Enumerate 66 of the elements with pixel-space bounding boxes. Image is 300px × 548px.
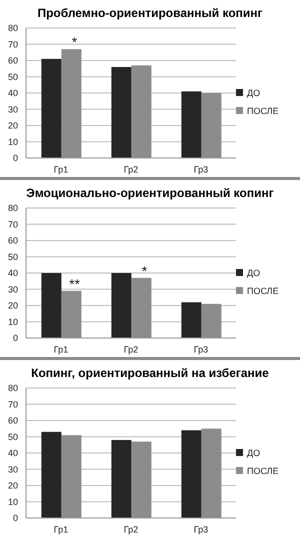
- y-tick-label: 60: [8, 56, 18, 66]
- y-tick-label: 80: [8, 23, 18, 34]
- x-tick-label: Гр1: [54, 524, 68, 534]
- bar: [111, 440, 132, 518]
- bar: [181, 302, 202, 338]
- x-tick-label: Гр2: [124, 344, 138, 354]
- y-tick-label: 0: [12, 153, 18, 164]
- y-tick-label: 30: [8, 464, 18, 474]
- chart-title: Копинг, ориентированный на избегание: [30, 365, 270, 382]
- bar: [181, 430, 202, 518]
- x-tick-label: Гр2: [124, 164, 138, 174]
- legend-label: ПОСЛЕ: [247, 466, 279, 476]
- x-tick-label: Гр1: [54, 164, 68, 174]
- x-tick-label: Гр1: [54, 344, 68, 354]
- y-tick-label: 30: [8, 284, 18, 294]
- bar: [181, 91, 202, 158]
- bar: [41, 58, 62, 158]
- y-tick-label: 60: [8, 416, 18, 426]
- bar: [61, 435, 82, 518]
- y-tick-label: 50: [8, 252, 18, 262]
- x-tick-label: Гр2: [124, 524, 138, 534]
- y-tick-label: 40: [8, 88, 18, 98]
- legend-label: ПОСЛЕ: [247, 106, 279, 116]
- y-tick-label: 80: [8, 203, 18, 214]
- y-tick-label: 10: [8, 496, 18, 507]
- bar: [61, 49, 82, 158]
- y-tick-label: 70: [8, 39, 18, 50]
- y-tick-label: 10: [8, 136, 18, 147]
- x-tick-label: Гр3: [194, 344, 208, 354]
- bar: [41, 273, 62, 338]
- legend-label: ДО: [247, 268, 260, 278]
- bar: [201, 304, 222, 338]
- x-tick-label: Гр3: [194, 524, 208, 534]
- annotation: *: [72, 34, 78, 50]
- bar: [41, 432, 62, 518]
- legend-label: ДО: [247, 448, 260, 458]
- annotation: *: [142, 262, 148, 279]
- y-tick-label: 40: [8, 268, 18, 278]
- y-tick-label: 30: [8, 104, 18, 114]
- chart-title: Проблемно-ориентированный копинг: [36, 5, 264, 22]
- y-tick-label: 40: [8, 448, 18, 458]
- bar: [201, 93, 222, 158]
- y-tick-label: 0: [12, 333, 18, 344]
- chart-title: Эмоционально-ориентированный копинг: [25, 185, 275, 202]
- y-tick-label: 50: [8, 72, 18, 82]
- bar: [201, 428, 222, 518]
- y-tick-label: 20: [8, 120, 18, 131]
- y-tick-label: 0: [12, 513, 18, 524]
- y-tick-label: 70: [8, 219, 18, 230]
- legend-label: ДО: [247, 88, 260, 98]
- bar: [131, 442, 152, 518]
- legend-label: ПОСЛЕ: [247, 286, 279, 296]
- y-tick-label: 60: [8, 236, 18, 246]
- bar: [61, 290, 82, 338]
- bar: [111, 273, 132, 338]
- annotation: **: [69, 276, 81, 292]
- bar: [131, 278, 152, 338]
- bar: [131, 65, 152, 158]
- bar: [111, 67, 132, 158]
- y-tick-label: 20: [8, 480, 18, 491]
- x-tick-label: Гр3: [194, 164, 208, 174]
- y-tick-label: 50: [8, 432, 18, 442]
- y-tick-label: 10: [8, 316, 18, 327]
- y-tick-label: 70: [8, 399, 18, 410]
- y-tick-label: 80: [8, 383, 18, 394]
- y-tick-label: 20: [8, 300, 18, 311]
